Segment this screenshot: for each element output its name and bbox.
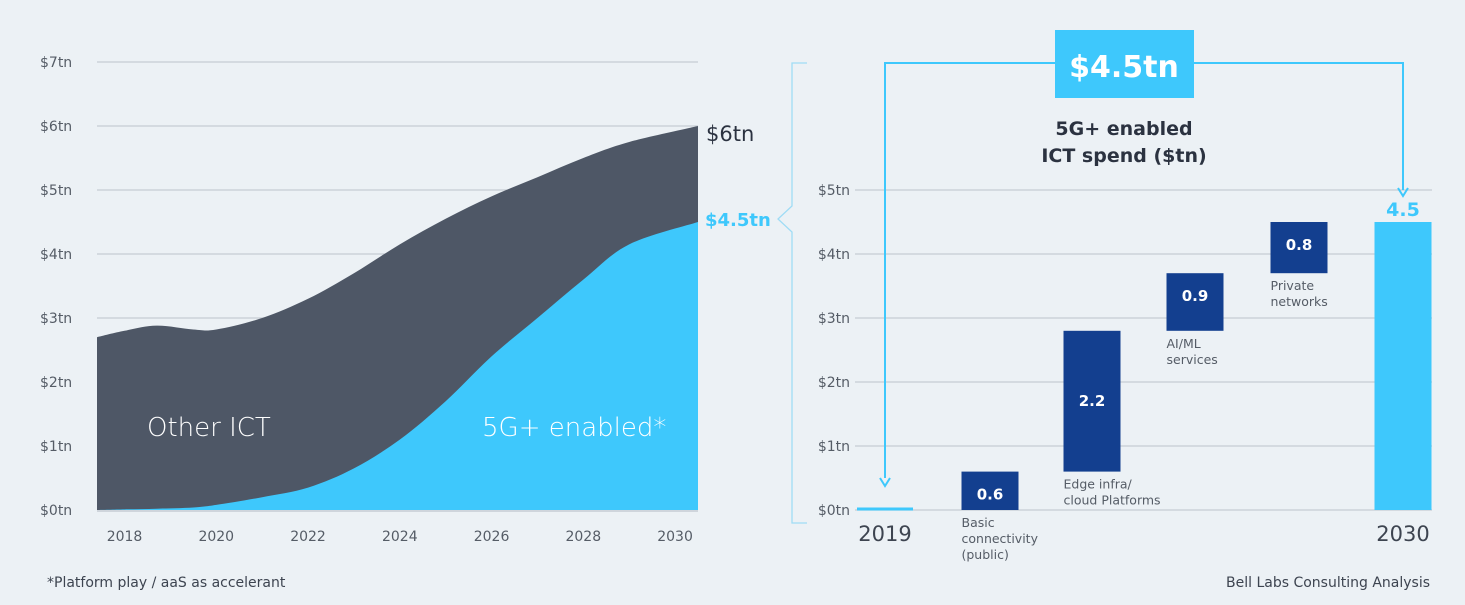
- y-tick-label: $0tn: [818, 503, 850, 519]
- right-gridlines: [855, 189, 1432, 511]
- y-tick-label: $5tn: [818, 183, 850, 199]
- y-tick-label: $0tn: [40, 503, 72, 519]
- y-tick-label: $7tn: [40, 55, 72, 71]
- left-x-axis: 2018 2020 2022 2024 2026 2028 2030: [107, 529, 693, 545]
- bar: [1166, 273, 1224, 331]
- bar-value-label: 2.2: [1079, 392, 1106, 410]
- bar-value-label: 0.6: [977, 486, 1004, 504]
- bar-value-label: 0.9: [1182, 287, 1209, 305]
- bar-caption: cloud Platforms: [1064, 493, 1161, 508]
- y-tick-label: $2tn: [818, 375, 850, 391]
- arrow-line-left: [884, 62, 1055, 478]
- area-label-5g-enabled: 5G+ enabled*: [482, 413, 666, 443]
- bar-caption: services: [1167, 352, 1218, 367]
- bar-value-label: 4.5: [1386, 199, 1420, 221]
- end-label-total: $6tn: [706, 122, 754, 146]
- bar-caption: AI/ML: [1167, 336, 1201, 351]
- left-areas: [97, 126, 698, 512]
- bar-caption: Edge infra/: [1064, 477, 1133, 492]
- right-y-axis: $0tn $1tn $2tn $3tn $4tn $5tn: [818, 183, 850, 519]
- y-tick-label: $1tn: [40, 439, 72, 455]
- source-note: Bell Labs Consulting Analysis: [1226, 575, 1430, 591]
- bar: [1063, 330, 1121, 472]
- bracket-connector: [777, 62, 807, 524]
- bar: [1374, 222, 1432, 510]
- arrow-head-down-icon: [879, 477, 891, 488]
- chart-title-line-2: ICT spend ($tn): [1041, 145, 1206, 167]
- footnote: *Platform play / aaS as accelerant: [47, 575, 286, 591]
- bar-caption: networks: [1271, 294, 1328, 309]
- x-tick-label: 2030: [657, 529, 693, 545]
- chart-title-line-1: 5G+ enabled: [1055, 118, 1192, 140]
- y-tick-label: $4tn: [818, 247, 850, 263]
- x-label-2019: 2019: [858, 522, 911, 546]
- bar: [961, 471, 1019, 510]
- x-tick-label: 2020: [198, 529, 234, 545]
- x-label-2030: 2030: [1376, 522, 1429, 546]
- x-tick-label: 2018: [107, 529, 143, 545]
- y-tick-label: $3tn: [40, 311, 72, 327]
- bar-caption: connectivity: [962, 531, 1039, 546]
- y-tick-label: $5tn: [40, 183, 72, 199]
- x-tick-label: 2022: [290, 529, 326, 545]
- y-tick-label: $3tn: [818, 311, 850, 327]
- arrow-head-down-icon: [1397, 187, 1409, 198]
- y-tick-label: $4tn: [40, 247, 72, 263]
- headline-box: [1055, 30, 1194, 98]
- area-5g-enabled: [97, 222, 698, 510]
- bar-caption: Private: [1271, 278, 1315, 293]
- bar-value-label: 0.8: [1286, 236, 1313, 254]
- bar: [1270, 222, 1328, 274]
- arrow-line-right: [1193, 62, 1404, 190]
- area-label-other-ict: Other ICT: [147, 413, 271, 443]
- bar-caption: (public): [962, 547, 1009, 562]
- headline-value: $4.5tn: [1069, 50, 1179, 85]
- end-label-5g: $4.5tn: [705, 210, 771, 231]
- x-tick-label: 2026: [474, 529, 510, 545]
- y-tick-label: $2tn: [40, 375, 72, 391]
- x-tick-label: 2024: [382, 529, 418, 545]
- bar-caption: Basic: [962, 515, 995, 530]
- left-y-axis: $0tn $1tn $2tn $3tn $4tn $5tn $6tn $7tn: [40, 55, 72, 519]
- x-tick-label: 2028: [565, 529, 601, 545]
- y-tick-label: $6tn: [40, 119, 72, 135]
- y-tick-label: $1tn: [818, 439, 850, 455]
